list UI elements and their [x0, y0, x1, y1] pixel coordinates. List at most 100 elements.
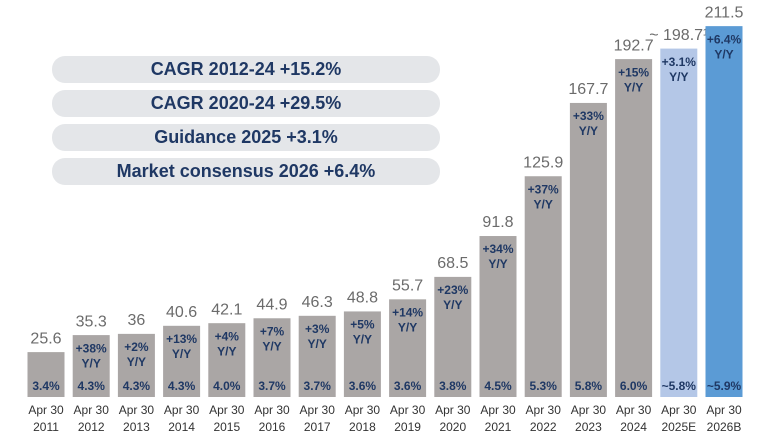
x-tick-label: 2022 — [530, 420, 557, 434]
annotation: CAGR 2020-24 +29.5% — [151, 93, 342, 113]
growth-unit: Y/Y — [353, 333, 372, 347]
bottom-label: 3.4% — [32, 379, 60, 393]
bar — [72, 335, 110, 397]
bar — [253, 318, 291, 397]
x-tick-label: 2020 — [439, 420, 466, 434]
x-tick-label: 2025E — [661, 420, 696, 434]
value-label: 91.8 — [482, 214, 513, 231]
bottom-label: 3.8% — [439, 379, 467, 393]
value-label: 55.7 — [392, 278, 423, 295]
x-tick-label: 2011 — [33, 420, 59, 434]
growth-label: +7% — [260, 324, 285, 338]
value-label: 40.6 — [166, 304, 197, 321]
x-tick-label: Apr 30 — [480, 403, 516, 417]
bottom-label: 4.3% — [123, 379, 151, 393]
bar — [660, 48, 698, 398]
value-label: 68.5 — [437, 255, 468, 272]
annotation: Market consensus 2026 +6.4% — [117, 161, 376, 181]
x-tick-label: Apr 30 — [74, 403, 110, 417]
growth-unit: Y/Y — [443, 298, 462, 312]
value-label: 25.6 — [30, 330, 61, 347]
growth-unit: Y/Y — [82, 356, 101, 370]
x-tick-label: Apr 30 — [345, 403, 381, 417]
bottom-label: 3.7% — [304, 379, 332, 393]
x-tick-label: 2021 — [485, 420, 512, 434]
growth-label: +23% — [437, 283, 468, 297]
growth-label: +4% — [215, 329, 240, 343]
value-label: 35.3 — [76, 313, 107, 330]
bar — [434, 276, 472, 397]
bottom-label: 4.3% — [168, 379, 196, 393]
bottom-label: 3.6% — [394, 379, 422, 393]
growth-label: +15% — [618, 65, 649, 79]
x-tick-label: Apr 30 — [119, 403, 155, 417]
growth-unit: Y/Y — [579, 124, 598, 138]
value-label: 42.1 — [211, 301, 242, 318]
x-tick-label: 2018 — [349, 420, 376, 434]
growth-unit: Y/Y — [127, 355, 146, 369]
x-tick-label: Apr 30 — [390, 403, 426, 417]
value-label: ~ 198.7¹ — [649, 27, 708, 44]
bottom-label: 5.8% — [575, 379, 603, 393]
growth-unit: Y/Y — [217, 344, 236, 358]
growth-unit: Y/Y — [714, 47, 733, 61]
bottom-label: ~5.8% — [662, 379, 697, 393]
growth-label: +3% — [305, 322, 330, 336]
bottom-label: ~5.9% — [707, 379, 742, 393]
x-tick-label: 2012 — [78, 420, 105, 434]
value-label: 48.8 — [347, 290, 378, 307]
bar — [163, 325, 201, 397]
bar — [343, 311, 381, 397]
x-tick-label: Apr 30 — [661, 403, 697, 417]
value-label: 125.9 — [523, 154, 563, 171]
growth-unit: Y/Y — [308, 337, 327, 351]
x-tick-label: Apr 30 — [300, 403, 336, 417]
x-tick-label: 2015 — [213, 420, 240, 434]
growth-unit: Y/Y — [262, 339, 281, 353]
bar — [615, 59, 653, 398]
annotation-box — [52, 56, 440, 83]
bar — [569, 102, 607, 397]
bottom-label: 4.3% — [78, 379, 106, 393]
growth-label: +13% — [166, 332, 197, 346]
growth-unit: Y/Y — [624, 80, 643, 94]
bar — [705, 26, 743, 398]
bar — [117, 333, 155, 397]
growth-unit: Y/Y — [398, 321, 417, 335]
x-tick-label: Apr 30 — [616, 403, 652, 417]
x-tick-label: Apr 30 — [28, 403, 64, 417]
bottom-label: 5.3% — [530, 379, 558, 393]
growth-label: +6.4% — [707, 32, 742, 46]
growth-unit: Y/Y — [669, 70, 688, 84]
bar — [298, 315, 336, 397]
bar — [524, 176, 562, 397]
growth-label: +2% — [124, 340, 149, 354]
x-tick-label: Apr 30 — [571, 403, 607, 417]
bar — [27, 352, 65, 397]
x-tick-label: 2023 — [575, 420, 602, 434]
bar — [208, 323, 246, 397]
growth-label: +37% — [528, 182, 559, 196]
value-label: 167.7 — [568, 81, 608, 98]
growth-label: +5% — [350, 318, 375, 332]
bottom-label: 6.0% — [620, 379, 648, 393]
growth-label: +3.1% — [662, 55, 697, 69]
x-tick-label: Apr 30 — [254, 403, 290, 417]
growth-unit: Y/Y — [534, 197, 553, 211]
growth-label: +34% — [482, 242, 513, 256]
x-tick-label: 2016 — [259, 420, 286, 434]
x-tick-label: 2019 — [394, 420, 421, 434]
bottom-label: 3.6% — [349, 379, 377, 393]
annotation-box — [52, 90, 440, 117]
growth-label: +14% — [392, 306, 423, 320]
bottom-label: 4.5% — [484, 379, 512, 393]
bar — [479, 236, 517, 397]
x-tick-label: Apr 30 — [435, 403, 471, 417]
x-tick-label: 2014 — [168, 420, 195, 434]
x-tick-label: Apr 30 — [706, 403, 742, 417]
value-label: 46.3 — [302, 294, 333, 311]
value-label: 211.5 — [705, 4, 744, 21]
growth-label: +38% — [76, 341, 107, 355]
x-tick-label: 2017 — [304, 420, 331, 434]
